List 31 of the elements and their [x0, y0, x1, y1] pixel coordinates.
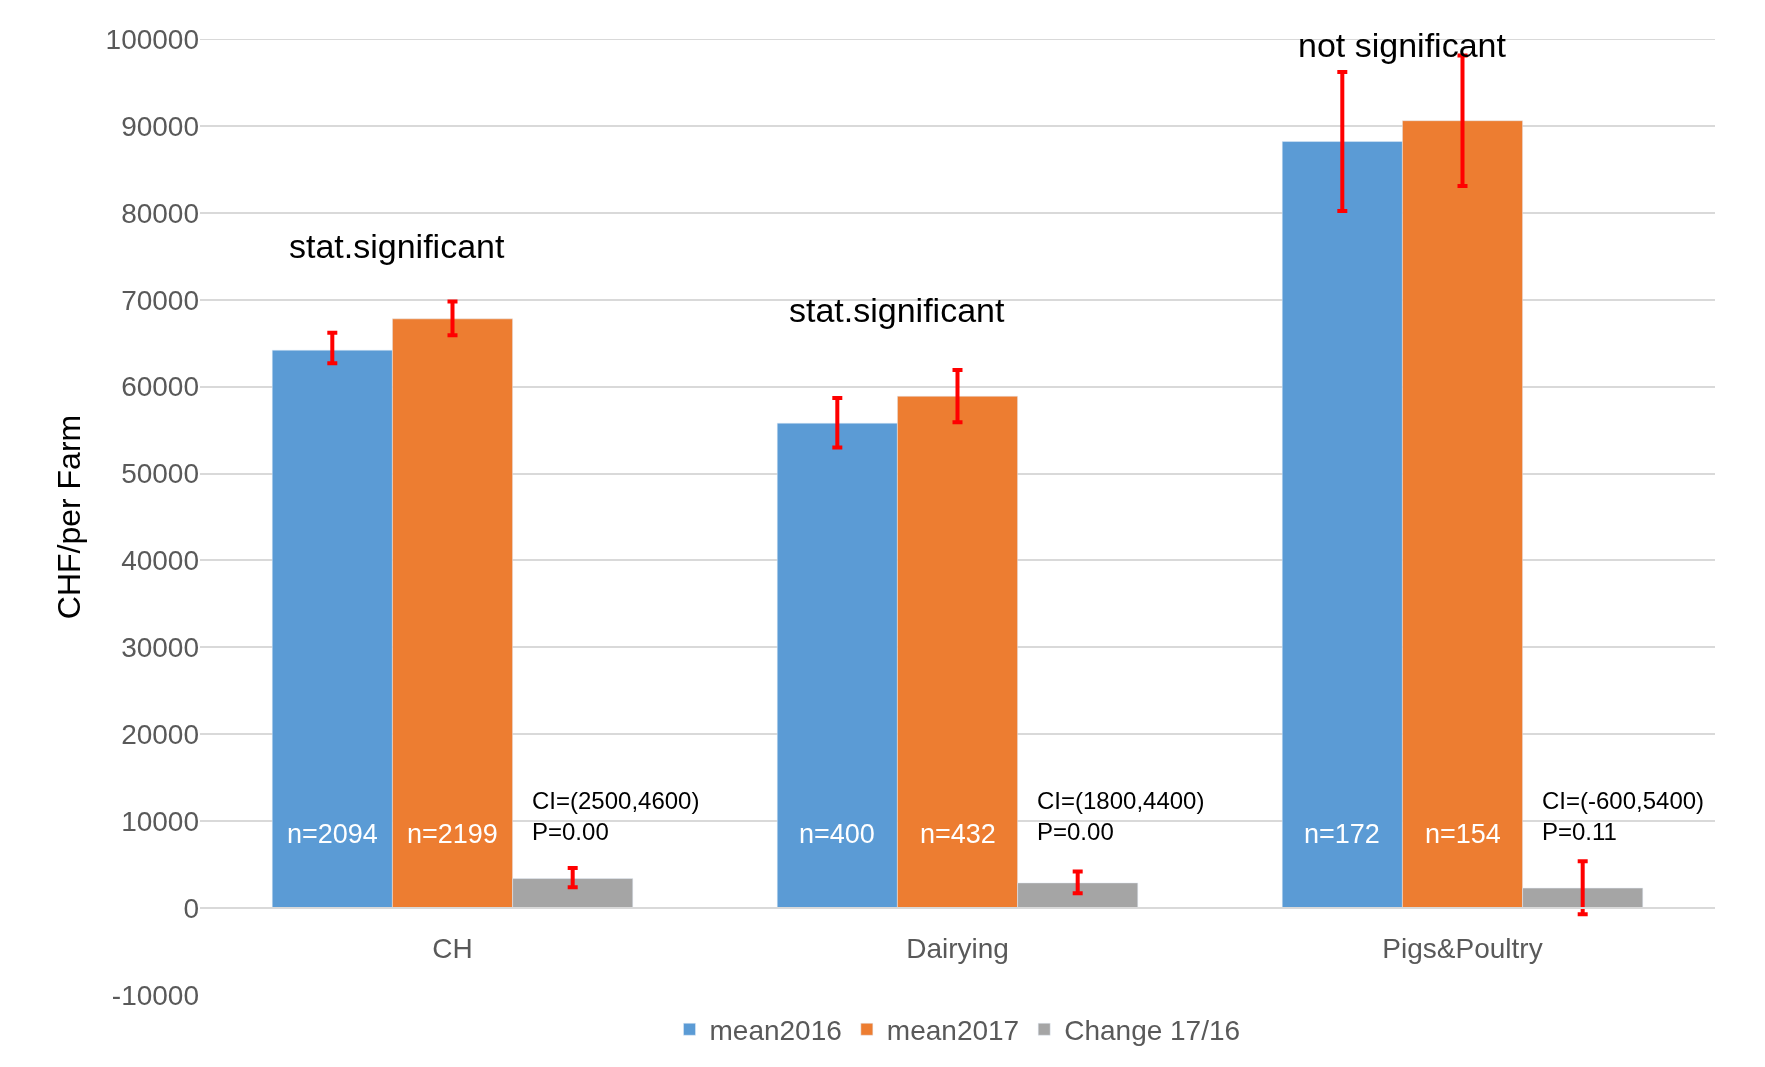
y-tick-label: 60000 — [121, 371, 199, 403]
y-tick-label: 30000 — [121, 632, 199, 664]
x-tick-label: CH — [432, 932, 473, 964]
legend-label: mean2017 — [886, 1015, 1020, 1047]
annotation: n=2199 — [407, 819, 498, 849]
annotation: n=400 — [799, 819, 875, 849]
annotation: n=172 — [1304, 819, 1380, 849]
annotation: not significant — [1298, 26, 1507, 64]
y-tick-label: 90000 — [121, 110, 199, 142]
legend-label: Change 17/16 — [1064, 1015, 1241, 1047]
annotation: CI=(1800,4400) P=0.00 — [1037, 787, 1205, 846]
annotation: n=432 — [920, 819, 996, 849]
y-tick-label: 0 — [183, 892, 199, 924]
y-tick-label: 80000 — [121, 197, 199, 229]
annotation: n=154 — [1425, 819, 1501, 849]
x-tick-label: Dairying — [906, 932, 1009, 964]
y-tick-label: 20000 — [121, 719, 199, 751]
y-tick-label: 100000 — [105, 23, 199, 55]
annotation: CI=(2500,4600) P=0.00 — [532, 787, 700, 846]
annotation: CI=(-600,5400) P=0.11 — [1542, 787, 1705, 846]
y-tick-label: 40000 — [121, 545, 199, 577]
y-tick-label: -10000 — [111, 979, 199, 1011]
y-tick-label: 10000 — [121, 805, 199, 837]
legend-label: mean2016 — [709, 1015, 842, 1047]
y-axis-title: CHF/per Farm — [50, 414, 87, 620]
annotation: n=2094 — [287, 819, 378, 849]
annotation: stat.significant — [789, 291, 1005, 329]
annotation: stat.significant — [289, 227, 505, 265]
x-tick-label: Pigs&Poultry — [1382, 932, 1543, 964]
y-tick-label: 50000 — [121, 458, 199, 490]
y-tick-label: 70000 — [121, 284, 199, 316]
